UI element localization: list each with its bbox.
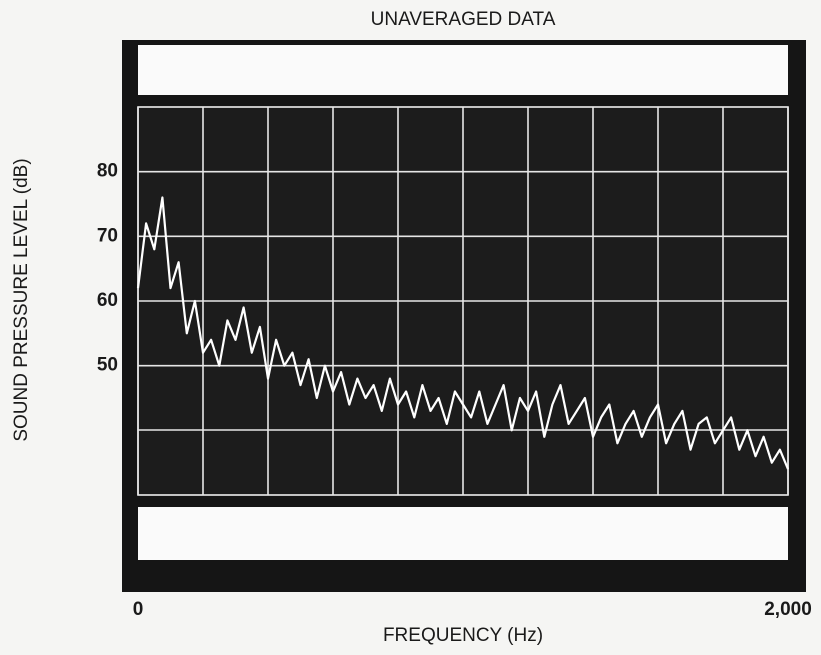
x-tick-label: 0: [133, 599, 144, 620]
y-tick-label: 80: [97, 161, 118, 182]
y-tick-label: 70: [97, 225, 118, 246]
spectrum-line: [136, 196, 790, 470]
x-tick-label: 2,000: [764, 599, 812, 620]
display-strip-top: [138, 45, 788, 95]
chart-title: UNAVERAGED DATA: [371, 9, 556, 30]
display-strip-bottom: [138, 507, 788, 560]
y-tick-label: 60: [97, 290, 118, 311]
y-axis-label: SOUND PRESSURE LEVEL (dB): [11, 158, 32, 441]
y-tick-label: 50: [97, 355, 118, 376]
x-axis-label: FREQUENCY (Hz): [383, 625, 543, 646]
